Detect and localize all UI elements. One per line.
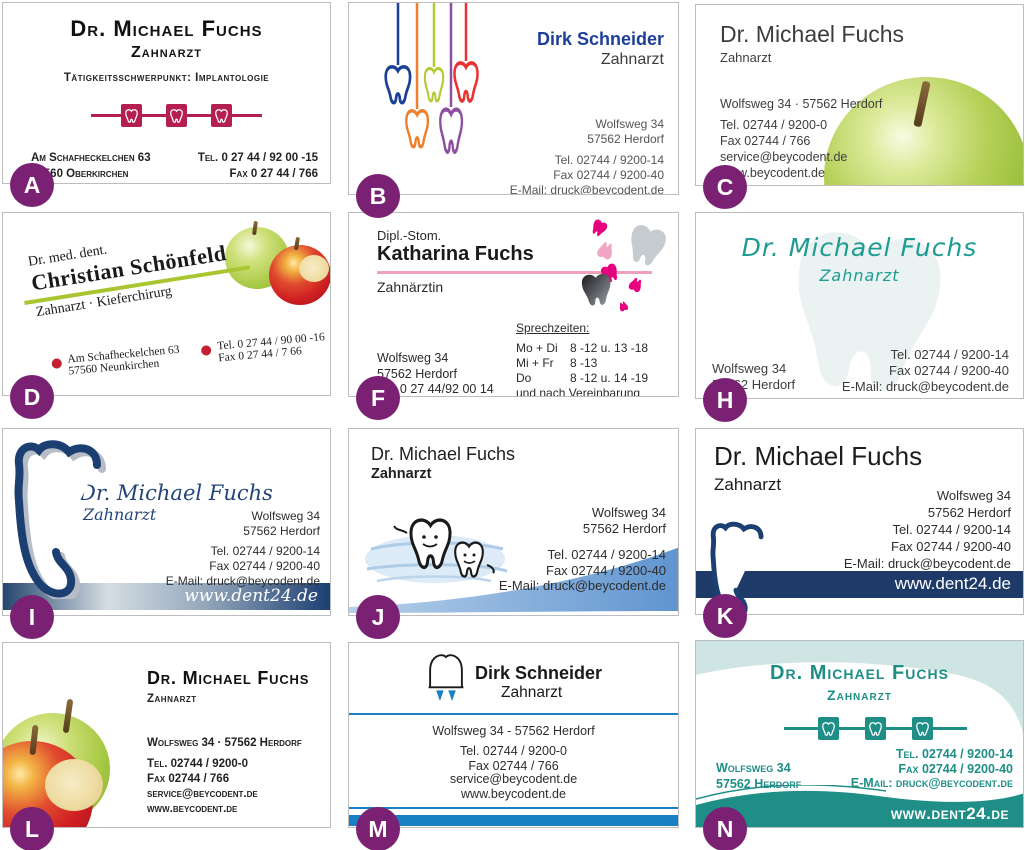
design-label-badge-b: B (356, 174, 400, 218)
address-line: Wolfsweg 34 · 57562 Herdorf (147, 737, 302, 749)
email-web-block: service@beycodent.de www.beycodent.de (449, 772, 578, 801)
address-line: Wolfsweg 34 - 57562 Herdorf (432, 724, 595, 738)
card-design-f[interactable]: Dipl.-Stom. Katharina Fuchs Zahnärztin W… (348, 212, 679, 397)
card-design-m[interactable]: Dirk Schneider Zahnarzt Wolfsweg 34 - 57… (348, 642, 679, 828)
apple-bite-image (299, 255, 329, 282)
card-design-n[interactable]: Dr. Michael Fuchs Zahnarzt Wolfsweg 34 57… (695, 640, 1024, 828)
teeth-collage-icon (581, 219, 669, 312)
doctor-name: Katharina Fuchs (377, 243, 534, 265)
teal-wave-band-shape (696, 785, 1023, 827)
design-label-badge-k: K (703, 594, 747, 638)
phone-block: Tel. 02744 / 9200-0 Fax 02744 / 766 (147, 758, 249, 785)
blue-swoosh-shape (349, 547, 678, 613)
profession: Zahnarzt (720, 50, 772, 65)
blue-rule (349, 713, 678, 715)
doctor-name: Dirk Schneider (536, 29, 664, 49)
specialty: Tätigkeitsschwerpunkt: Implantologie (63, 72, 270, 84)
card-design-h[interactable]: Dr. Michael Fuchs Zahnarzt Wolfsweg 34 57… (695, 212, 1024, 399)
contact-block: Tel. 02744 / 9200-14 Fax 02744 / 9200-40 E… (841, 347, 1009, 394)
contact-row: Am Schafheckelchen 63 57560 Neunkirchen T… (51, 331, 326, 379)
card-design-l[interactable]: Dr. Michael Fuchs Zahnarzt Wolfsweg 34 ·… (2, 642, 331, 828)
doctor-name: Dr. Michael Fuchs (371, 444, 516, 464)
hanging-teeth-icon (383, 3, 480, 173)
contact-block: Tel. 02744 / 9200-14 Fax 02744 / 9200-40 E… (850, 747, 1013, 790)
design-label-badge-h: H (703, 378, 747, 422)
address-block: Am Schafheckelchen 63 57560 Oberkirchen (31, 152, 151, 180)
profession: Zahnärztin (377, 279, 444, 295)
doctor-name: Dr. Michael Fuchs (770, 662, 949, 684)
card-design-d[interactable]: Dr. med. dent. Christian Schönfeld Zahna… (2, 212, 331, 396)
doctor-name: Dr. Michael Fuchs (79, 481, 273, 505)
contact-block: Tel. 02744 / 9200-14 Fax 02744 / 9200-40 E… (498, 547, 666, 593)
profession: Zahnarzt (714, 475, 782, 494)
profession: Zahnarzt (83, 505, 157, 524)
profession: Zahnarzt (827, 687, 892, 703)
address-block: Wolfsweg 34 57562 Herdorf (587, 117, 664, 146)
doctor-name: Dr. Michael Fuchs (741, 233, 978, 262)
teeth-brace-icon (91, 104, 262, 127)
card-design-j[interactable]: Dr. Michael Fuchs Zahnarzt Wolfsweg 34 57… (348, 428, 679, 616)
tooth-logo-icon (428, 654, 464, 701)
design-label-badge-n: N (703, 807, 747, 850)
address-block: Wolfsweg 34 57562 Herdorf (716, 761, 802, 791)
red-bullet-icon (201, 345, 213, 356)
tooth-outline-icon (11, 439, 111, 599)
contact-block: Wolfsweg 34 57562 Herdorf Tel. 02744 / 92… (843, 488, 1011, 571)
design-label-badge-j: J (356, 595, 400, 639)
red-bullet-icon (51, 358, 63, 369)
website: www.dent24.de (890, 804, 1009, 823)
card-design-k[interactable]: www.dent24.de Dr. Michael Fuchs Zahnarzt… (695, 428, 1024, 615)
doctor-name: Dirk Schneider (475, 663, 603, 683)
profession: Zahnarzt (371, 466, 432, 482)
pink-rule (377, 271, 652, 274)
contact-block: Tel. 02744 / 9200-14 Fax 02744 / 9200-40 E… (509, 153, 664, 195)
doctor-name: Dr. Michael Fuchs (714, 441, 923, 471)
contact-block: Tel. 02744 / 9200-14 Fax 02744 / 9200-40 E… (165, 544, 320, 588)
doctor-name: Dr. Michael Fuchs (720, 21, 905, 47)
office-hours: Sprechzeiten: Mo + Di 8 -12 u. 13 -18 Mi … (516, 321, 648, 397)
card-design-b[interactable]: Dirk Schneider Zahnarzt Wolfsweg 34 57562… (348, 2, 679, 195)
address-line: Wolfsweg 34 · 57562 Herdorf (720, 97, 883, 111)
phone-block: Tel. 02744 / 9200-0 Fax 02744 / 766 (459, 744, 568, 773)
teeth-brace-icon (784, 717, 967, 740)
card-design-a[interactable]: Dr. Michael Fuchs Zahnarzt Tätigkeitssch… (2, 2, 331, 184)
address-block: Wolfsweg 34 57562 Herdorf Tel. 0 27 44/92 … (377, 351, 494, 396)
phone-block: Tel. 0 27 44 / 92 00 -15 Fax 0 27 44 / 76… (197, 152, 318, 180)
design-label-badge-l: L (10, 807, 54, 850)
website: www.dent24.de (894, 574, 1011, 593)
cartoon-teeth-icon (365, 518, 508, 583)
address-block: Wolfsweg 34 57562 Herdorf (582, 505, 666, 536)
design-label-badge-i: I (10, 595, 54, 639)
design-label-badge-c: C (703, 165, 747, 209)
blue-thin-rule (349, 807, 678, 809)
hours-title: Sprechzeiten: (516, 321, 590, 335)
doctor-name: Dr. Michael Fuchs (147, 668, 310, 688)
apple-bite-image (45, 759, 103, 811)
navy-web-band (696, 571, 1023, 598)
teal-top-arc-shape (696, 641, 1023, 734)
doctor-degree: Dipl.-Stom. (377, 228, 442, 243)
design-label-badge-d: D (10, 375, 54, 419)
hours-note: und nach Vereinbarung (516, 386, 641, 397)
profession: Zahnarzt (600, 51, 664, 68)
profession: Zahnarzt (501, 684, 563, 701)
doctor-name: Dr. Michael Fuchs (70, 16, 263, 41)
design-label-badge-m: M (356, 807, 400, 850)
rotated-name-block: Dr. med. dent. Christian Schönfeld Zahna… (24, 221, 253, 321)
website: www.dent24.de (184, 586, 318, 606)
design-label-badge-a: A (10, 163, 54, 207)
profession: Zahnarzt (819, 266, 900, 285)
email-web-block: service@beycodent.de www.beycodent.de (147, 788, 258, 815)
address-block: Wolfsweg 34 57562 Herdorf (243, 509, 320, 538)
profession: Zahnarzt (131, 44, 202, 61)
design-label-badge-f: F (356, 376, 400, 420)
phone-block: Tel. 02744 / 9200-0 Fax 02744 / 766 (720, 118, 828, 148)
card-design-i[interactable]: www.dent24.de Dr. Michael Fuchs Zahnarzt… (2, 428, 331, 616)
profession: Zahnarzt (147, 693, 197, 705)
blue-bottom-bar (349, 815, 678, 826)
card-design-c[interactable]: Dr. Michael Fuchs Zahnarzt Wolfsweg 34 ·… (695, 4, 1024, 186)
email-web-block: service@beycodent.de www.beycodent.de (720, 150, 848, 180)
